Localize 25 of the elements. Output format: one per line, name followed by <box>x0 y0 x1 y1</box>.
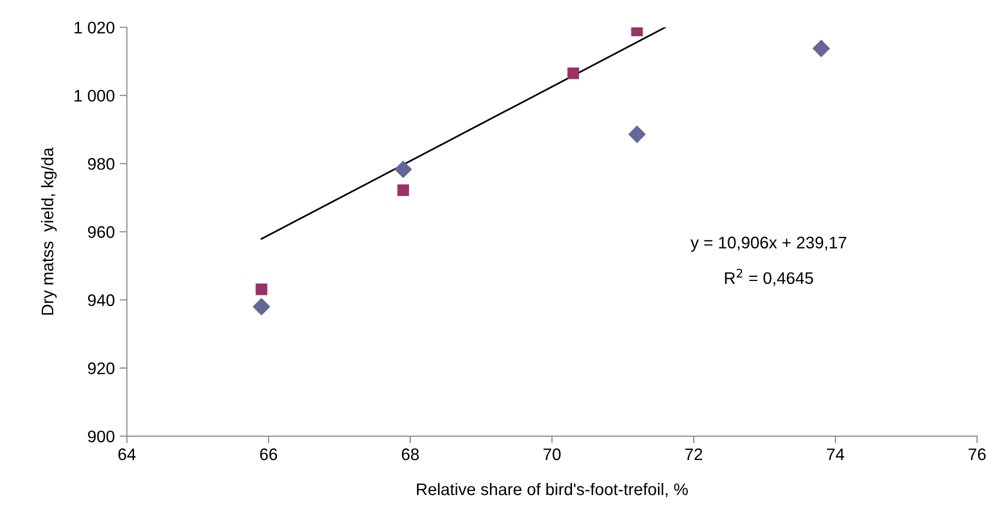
point <box>567 68 580 80</box>
point <box>256 284 268 296</box>
y-tick-label: 920 <box>88 362 114 374</box>
point <box>252 298 270 316</box>
point <box>397 184 409 196</box>
x-tick-label: 76 <box>968 448 986 460</box>
y-tick-label: 1 020 <box>74 22 114 34</box>
x-tick-label: 70 <box>544 448 561 460</box>
x-tick-label: 64 <box>118 448 136 460</box>
x-axis-title: Relative share of bird's-foot-trefoil, % <box>416 482 688 498</box>
y-tick-label: 960 <box>88 226 114 238</box>
y-axis-title: Dry matss yield, kg/da <box>41 147 57 315</box>
y-tick-label: 1 000 <box>74 90 114 102</box>
annotation: y = 10,906x + 239,17 <box>690 236 846 252</box>
point <box>628 126 646 144</box>
point <box>812 40 830 58</box>
y-tick-label: 940 <box>88 294 114 306</box>
x-tick-label: 74 <box>827 448 844 460</box>
x-tick-label: 66 <box>260 448 278 460</box>
x-tick-label: 68 <box>402 448 419 460</box>
y-tick-label: 900 <box>88 430 114 442</box>
y-tick-label: 980 <box>88 158 114 170</box>
x-tick-label: 72 <box>685 448 702 460</box>
annotation: R$^{2}$ = 0,4645 <box>725 268 814 286</box>
point <box>394 160 412 178</box>
